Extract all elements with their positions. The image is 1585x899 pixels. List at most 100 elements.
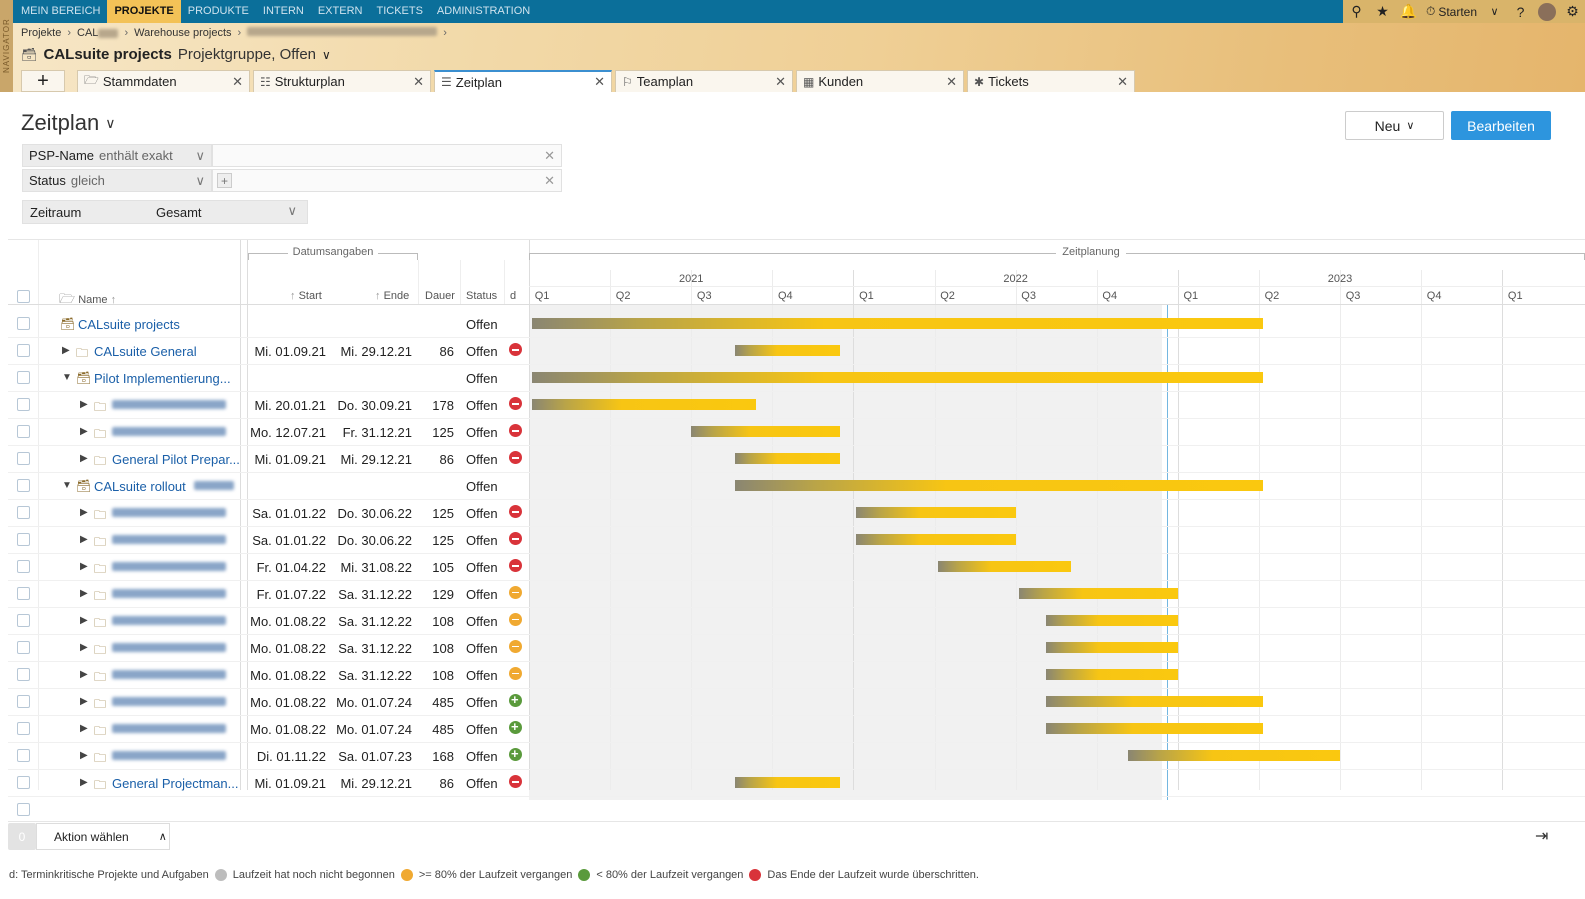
filter-zeitraum[interactable]: Zeitraum Gesamt ∨ xyxy=(22,200,308,224)
row-name[interactable]: CALsuite projects xyxy=(78,317,180,332)
row-checkbox[interactable] xyxy=(17,722,30,735)
gantt-bar[interactable] xyxy=(1046,615,1178,626)
chevron-down-icon[interactable]: ∨ xyxy=(1481,0,1507,23)
row-checkbox[interactable] xyxy=(17,695,30,708)
expand-triangle-icon[interactable]: ▶ xyxy=(80,588,88,599)
search-icon[interactable]: ⚲ xyxy=(1343,0,1369,23)
row-name[interactable]: CALsuite General xyxy=(94,344,197,359)
expand-triangle-icon[interactable]: ▶ xyxy=(80,615,88,626)
row-checkbox[interactable] xyxy=(17,371,30,384)
expand-triangle-icon[interactable]: ▶ xyxy=(80,453,88,464)
close-tab-icon[interactable]: ✕ xyxy=(232,73,243,89)
row-name[interactable]: General Pilot Prepar... xyxy=(112,452,240,467)
table-row[interactable]: ▶ 🗀 Mo. 01.08.22 Mo. 01.07.24 485 Offen xyxy=(8,688,1585,715)
table-row[interactable]: ▼ 🗃 CALsuite rollout Offen xyxy=(8,472,1585,499)
row-name-redacted[interactable] xyxy=(112,400,226,409)
avatar[interactable] xyxy=(1533,0,1559,23)
row-checkbox[interactable] xyxy=(17,452,30,465)
table-row[interactable]: ▶ 🗀 Mo. 01.08.22 Mo. 01.07.24 485 Offen xyxy=(8,715,1585,742)
gantt-bar[interactable] xyxy=(532,372,1263,383)
expand-triangle-icon[interactable]: ▶ xyxy=(80,723,88,734)
tab-kunden[interactable]: ▦ Kunden ✕ xyxy=(796,70,964,92)
close-tab-icon[interactable]: ✕ xyxy=(1117,73,1128,89)
row-checkbox[interactable] xyxy=(17,749,30,762)
gantt-bar[interactable] xyxy=(1018,588,1178,599)
row-name-redacted[interactable] xyxy=(112,427,226,436)
expand-triangle-icon[interactable]: ▶ xyxy=(80,561,88,572)
tab-zeitplan[interactable]: ☰ Zeitplan ✕ xyxy=(434,70,612,92)
gantt-bar[interactable] xyxy=(734,453,840,464)
column-header-d[interactable]: d xyxy=(510,290,517,302)
row-checkbox[interactable] xyxy=(17,587,30,600)
row-checkbox[interactable] xyxy=(17,614,30,627)
gantt-bar[interactable] xyxy=(1046,696,1263,707)
close-tab-icon[interactable]: ✕ xyxy=(946,73,957,89)
gantt-bar[interactable] xyxy=(690,426,841,437)
favorites-star-icon[interactable]: ★ xyxy=(1369,0,1395,23)
row-name-redacted[interactable] xyxy=(112,616,226,625)
breadcrumb-projekte[interactable]: Projekte xyxy=(21,27,62,39)
menu-item-projekte[interactable]: PROJEKTE xyxy=(107,0,181,23)
expand-triangle-icon[interactable]: ▶ xyxy=(80,534,88,545)
table-row[interactable]: ▶ 🗀 Mo. 01.08.22 Sa. 31.12.22 108 Offen xyxy=(8,607,1585,634)
column-header-start[interactable]: ↑ Start xyxy=(290,290,322,302)
row-checkbox[interactable] xyxy=(17,398,30,411)
edit-button[interactable]: Bearbeiten xyxy=(1451,111,1551,140)
expand-triangle-icon[interactable]: ▶ xyxy=(80,696,88,707)
table-row[interactable]: ▶ 🗀 CALsuite General Mi. 01.09.21 Mi. 29.12.… xyxy=(8,337,1585,364)
row-name-redacted[interactable] xyxy=(112,670,226,679)
project-title[interactable]: 🗃 CALsuite projects Projektgruppe, Offen… xyxy=(21,46,331,63)
row-name-redacted[interactable] xyxy=(112,643,226,652)
expand-triangle-icon[interactable]: ▶ xyxy=(80,777,88,788)
row-checkbox[interactable] xyxy=(17,506,30,519)
tab-stammdaten[interactable]: 🗁 Stammdaten ✕ xyxy=(77,70,250,92)
menu-item-intern[interactable]: INTERN xyxy=(262,5,304,17)
expand-triangle-icon[interactable]: ▶ xyxy=(80,426,88,437)
table-row[interactable]: ▶ 🗀 Di. 01.11.22 Sa. 01.07.23 168 Offen xyxy=(8,742,1585,769)
row-name-redacted[interactable] xyxy=(112,724,226,733)
expand-triangle-icon[interactable]: ▶ xyxy=(80,750,88,761)
expand-triangle-icon[interactable]: ▶ xyxy=(62,345,70,356)
table-row[interactable]: ▶ 🗀 Mi. 20.01.21 Do. 30.09.21 178 Offen xyxy=(8,391,1585,418)
clear-icon[interactable]: ✕ xyxy=(544,147,555,163)
breadcrumb-warehouse[interactable]: Warehouse projects xyxy=(134,27,232,39)
close-tab-icon[interactable]: ✕ xyxy=(775,73,786,89)
table-row[interactable]: ▶ 🗀 Sa. 01.01.22 Do. 30.06.22 125 Offen xyxy=(8,499,1585,526)
expand-triangle-icon[interactable]: ▶ xyxy=(80,669,88,680)
row-checkbox[interactable] xyxy=(17,641,30,654)
gantt-bar[interactable] xyxy=(734,777,840,788)
row-name-redacted[interactable] xyxy=(112,535,226,544)
table-row[interactable]: ▶ 🗀 General Projectman... Mi. 01.09.21 Mi. 2… xyxy=(8,769,1585,796)
row-checkbox[interactable] xyxy=(17,533,30,546)
row-checkbox[interactable] xyxy=(17,344,30,357)
row-checkbox[interactable] xyxy=(17,479,30,492)
tab-strukturplan[interactable]: ☷ Strukturplan ✕ xyxy=(253,70,431,92)
add-tab-button[interactable]: + xyxy=(21,70,65,92)
close-tab-icon[interactable]: ✕ xyxy=(594,74,605,89)
table-row[interactable]: ▶ 🗀 Sa. 01.01.22 Do. 30.06.22 125 Offen xyxy=(8,526,1585,553)
start-button[interactable]: ⏱ Starten xyxy=(1421,0,1481,23)
gantt-bar[interactable] xyxy=(1046,723,1263,734)
expand-triangle-icon[interactable]: ▶ xyxy=(80,507,88,518)
gantt-bar[interactable] xyxy=(532,399,757,410)
page-title[interactable]: Zeitplan ∨ xyxy=(21,110,116,135)
row-name[interactable]: Pilot Implementierung... xyxy=(94,371,231,386)
menu-item-mein-bereich[interactable]: MEIN BEREICH xyxy=(21,5,101,17)
filter-status-input[interactable]: + ✕ xyxy=(212,169,562,192)
row-checkbox[interactable] xyxy=(17,668,30,681)
table-row[interactable]: ▶ 🗀 Mo. 01.08.22 Sa. 31.12.22 108 Offen xyxy=(8,634,1585,661)
table-row[interactable]: 🗃 CALsuite projects Offen xyxy=(8,310,1585,337)
breadcrumb-cal[interactable]: CAL xyxy=(77,27,119,39)
tab-teamplan[interactable]: ⚐ Teamplan ✕ xyxy=(615,70,793,92)
filter-status-operator[interactable]: Status gleich ∨ xyxy=(22,169,212,192)
row-checkbox[interactable] xyxy=(17,803,30,816)
gantt-bar[interactable] xyxy=(1046,642,1178,653)
filter-psp-input[interactable]: ✕ xyxy=(212,144,562,167)
settings-gear-icon[interactable]: ⚙ xyxy=(1559,0,1585,23)
menu-item-extern[interactable]: EXTERN xyxy=(317,5,363,17)
column-header-end[interactable]: ↑ Ende xyxy=(375,290,410,302)
notifications-bell-icon[interactable]: 🔔 xyxy=(1395,0,1421,23)
table-row[interactable]: ▼ 🗃 Pilot Implementierung... Offen xyxy=(8,364,1585,391)
row-name-redacted[interactable] xyxy=(112,562,226,571)
menu-item-administration[interactable]: ADMINISTRATION xyxy=(436,5,531,17)
